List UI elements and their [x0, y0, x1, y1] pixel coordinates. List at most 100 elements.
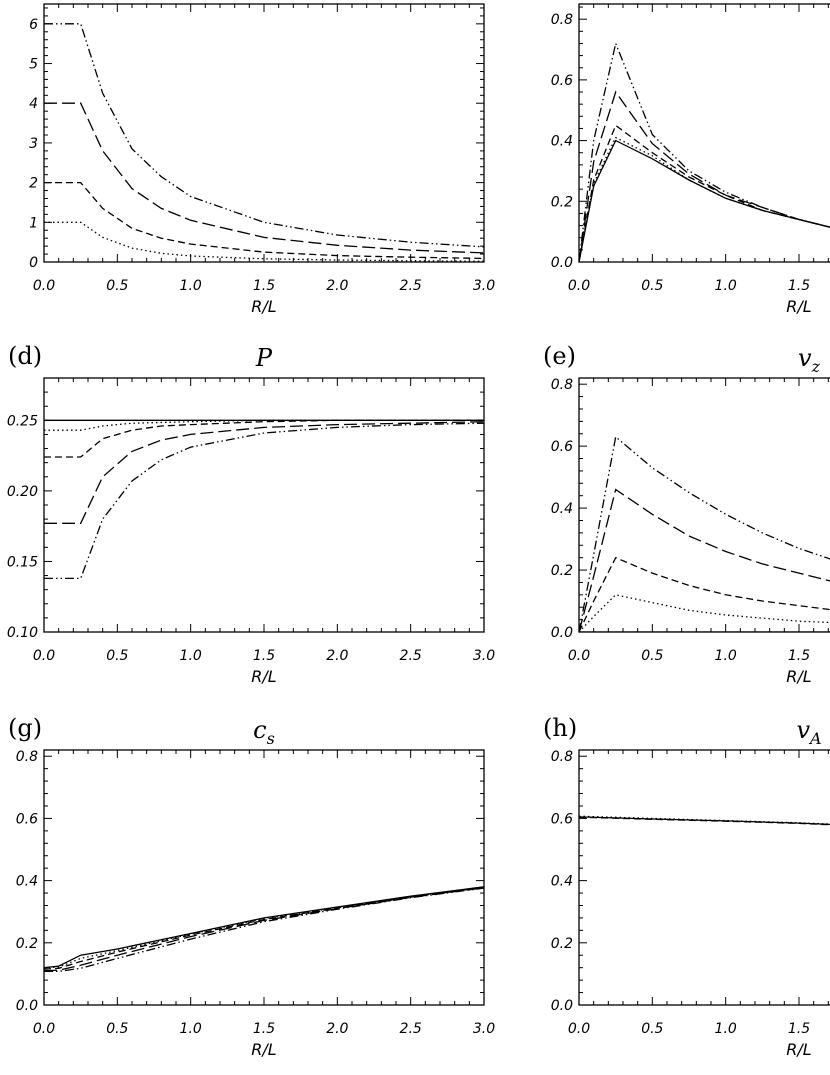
panel-title: vA [796, 716, 821, 748]
y-tick-label: 0.0 [551, 998, 573, 1014]
x-tick-label: 0.5 [106, 648, 128, 664]
x-tick-label: 1.0 [715, 278, 737, 294]
y-tick-label: 3 [29, 136, 38, 152]
y-tick-label: 0.8 [16, 749, 38, 765]
x-axis-label: R/L [251, 667, 276, 686]
series-line-dotted [44, 886, 484, 969]
y-tick-label: 0.20 [7, 484, 38, 500]
y-tick-label: 0.6 [16, 811, 38, 827]
y-tick-label: 0.6 [551, 73, 573, 89]
y-tick-label: 0.15 [7, 554, 38, 570]
x-tick-label: 2.5 [400, 278, 422, 294]
x-axis-label: R/L [786, 297, 811, 316]
y-tick-label: 0.8 [551, 749, 573, 765]
panel-e: 0.0 0.5 1.0 1.5 0.0 0.2 0.4 0.6 0.8 R/L (e) vz [543, 342, 830, 686]
x-axis-label: R/L [786, 1040, 811, 1059]
series-line-dotted [579, 136, 830, 262]
x-tick-label: 1.5 [788, 1021, 810, 1037]
panel-title: vz [798, 344, 821, 376]
panel-label: (d) [8, 342, 42, 370]
x-tick-label: 0.0 [568, 648, 590, 664]
series-line-longdash [44, 102, 484, 254]
x-tick-label: 2.5 [400, 648, 422, 664]
y-tick-label: 0.6 [551, 439, 573, 455]
panel-h: 0.0 0.5 1.0 1.5 0.0 0.2 0.4 0.6 0.8 R/L (h) vA [543, 714, 830, 1059]
panel-title: cs [253, 716, 275, 748]
y-tick-label: 0.4 [551, 134, 573, 150]
x-tick-label: 3.0 [473, 278, 495, 294]
x-tick-label: 0.5 [641, 278, 663, 294]
panel-label: (g) [8, 714, 42, 742]
plot-frame [578, 377, 830, 633]
series-line-dashed [579, 124, 830, 262]
x-tick-label: 1.5 [788, 278, 810, 294]
panel-title: P [255, 344, 273, 372]
x-axis-label: R/L [786, 667, 811, 686]
y-tick-label: 0.2 [16, 936, 38, 952]
y-tick-label: 0.6 [551, 811, 573, 827]
plot-frame [43, 3, 485, 263]
x-tick-label: 1.0 [180, 1021, 202, 1037]
x-tick-label: 1.0 [180, 648, 202, 664]
x-tick-label: 0.0 [33, 1021, 55, 1037]
y-tick-label: 0.8 [551, 377, 573, 393]
series-line-dashdotdot [44, 422, 484, 580]
x-tick-label: 0.5 [106, 1021, 128, 1037]
x-tick-label: 3.0 [473, 1021, 495, 1037]
series-line-dashdotdot [44, 887, 484, 973]
series-line-dashed [44, 886, 484, 970]
series-line-dashed [44, 419, 484, 458]
x-axis-label: R/L [251, 1040, 276, 1059]
x-tick-label: 3.0 [473, 648, 495, 664]
x-tick-label: 1.5 [253, 1021, 275, 1037]
series-line-dashdotdot [579, 435, 830, 632]
x-tick-label: 1.5 [253, 278, 275, 294]
x-tick-label: 2.0 [326, 648, 348, 664]
x-tick-label: 0.0 [33, 278, 55, 294]
series-line-dotted [579, 594, 830, 632]
y-tick-label: 0.4 [551, 501, 573, 517]
x-tick-label: 0.0 [33, 648, 55, 664]
x-tick-label: 0.5 [641, 648, 663, 664]
x-tick-label: 2.5 [400, 1021, 422, 1037]
panel-label: (e) [543, 342, 576, 370]
series-line-solid [44, 886, 484, 969]
y-tick-label: 6 [29, 17, 38, 33]
y-tick-label: 1 [29, 215, 38, 231]
panel-d: 0.0 0.5 1.0 1.5 2.0 2.5 3.0 0.10 0.15 0.20 0.25 R/L… [7, 342, 495, 686]
y-tick-label: 0.0 [16, 998, 38, 1014]
plot-frame [578, 749, 830, 1006]
plot-frame [578, 3, 830, 263]
plot-frame [43, 749, 485, 1006]
y-tick-label: 0.8 [551, 12, 573, 28]
series-line-dashed [44, 181, 484, 260]
series-line-dotted [44, 419, 484, 431]
panel-g: 0.0 0.5 1.0 1.5 2.0 2.5 3.0 0.0 0.2 0.4 0.6 0.8 R/L (… [8, 714, 495, 1059]
series-line-dashdotdot [44, 23, 484, 248]
x-tick-label: 2.0 [326, 1021, 348, 1037]
y-tick-label: 5 [29, 57, 38, 73]
series-line-longdash [44, 887, 484, 972]
y-tick-label: 0.2 [551, 563, 573, 579]
y-tick-label: 0 [29, 255, 38, 271]
y-tick-label: 4 [29, 96, 38, 112]
x-tick-label: 1.0 [715, 648, 737, 664]
x-tick-label: 0.0 [568, 278, 590, 294]
y-tick-label: 0.10 [7, 625, 38, 641]
series-line-longdash [579, 488, 830, 632]
x-tick-label: 0.0 [568, 1021, 590, 1037]
y-tick-label: 0.25 [7, 413, 38, 429]
y-tick-label: 0.0 [551, 625, 573, 641]
panel-top-left: 0.0 0.5 1.0 1.5 2.0 2.5 3.0 0 1 2 3 4 5 6 R/L [29, 3, 495, 316]
x-tick-label: 1.0 [715, 1021, 737, 1037]
series-line-dotted [44, 221, 484, 262]
x-tick-label: 1.5 [788, 648, 810, 664]
series-line-dashdotdot [579, 41, 830, 262]
x-tick-label: 0.5 [641, 1021, 663, 1037]
x-tick-label: 1.0 [180, 278, 202, 294]
y-tick-label: 0.4 [16, 874, 38, 890]
y-tick-label: 2 [29, 176, 38, 192]
series-line-longdash [579, 90, 830, 262]
series-line-solid [579, 139, 830, 262]
